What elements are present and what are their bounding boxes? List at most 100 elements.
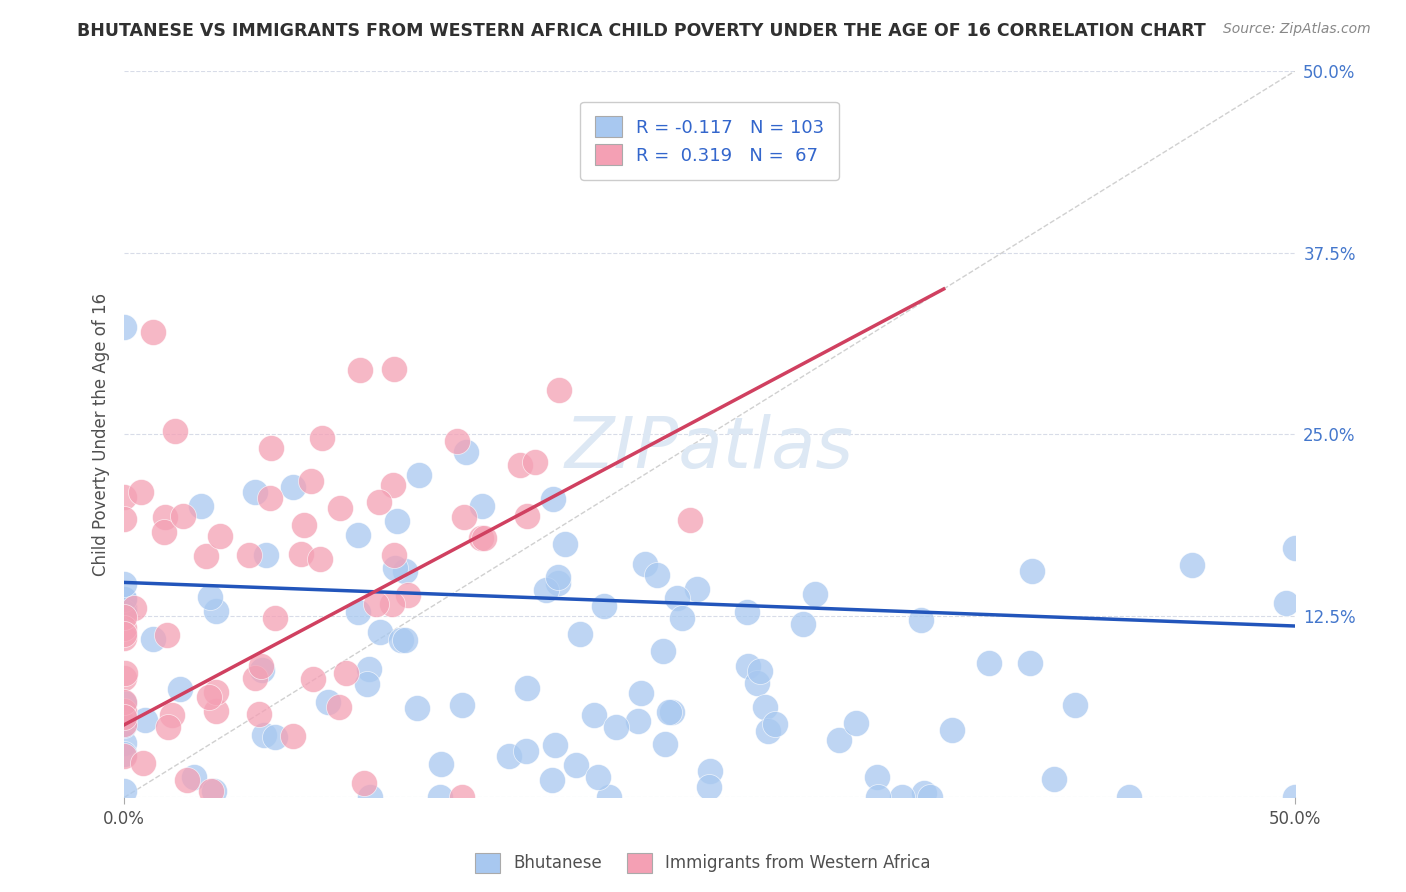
- Point: [112, 591, 135, 606]
- Point: [509, 458, 531, 472]
- Point: [679, 513, 702, 527]
- Point: [910, 613, 932, 627]
- Point: [134, 713, 156, 727]
- Point: [498, 749, 520, 764]
- Point: [408, 468, 430, 483]
- Point: [1284, 541, 1306, 556]
- Point: [176, 772, 198, 787]
- Point: [114, 666, 136, 681]
- Point: [311, 431, 333, 445]
- Point: [356, 677, 378, 691]
- Point: [112, 696, 135, 710]
- Point: [453, 510, 475, 524]
- Point: [112, 747, 135, 761]
- Point: [394, 564, 416, 578]
- Point: [866, 770, 889, 784]
- Point: [792, 617, 814, 632]
- Point: [112, 512, 135, 526]
- Point: [737, 658, 759, 673]
- Point: [586, 771, 609, 785]
- Point: [205, 604, 228, 618]
- Point: [405, 701, 427, 715]
- Point: [205, 685, 228, 699]
- Point: [1274, 596, 1296, 610]
- Point: [658, 705, 681, 719]
- Point: [516, 681, 538, 696]
- Point: [828, 733, 851, 747]
- Legend: R = -0.117   N = 103, R =  0.319   N =  67: R = -0.117 N = 103, R = 0.319 N = 67: [581, 102, 839, 179]
- Point: [654, 737, 676, 751]
- Point: [112, 695, 135, 709]
- Point: [1118, 790, 1140, 805]
- Point: [1021, 564, 1043, 578]
- Point: [243, 485, 266, 500]
- Point: [429, 790, 451, 805]
- Point: [756, 723, 779, 738]
- Point: [450, 790, 472, 805]
- Point: [156, 721, 179, 735]
- Point: [605, 720, 627, 734]
- Point: [112, 601, 135, 615]
- Point: [918, 790, 941, 805]
- Point: [160, 707, 183, 722]
- Point: [634, 558, 657, 572]
- Point: [204, 704, 226, 718]
- Point: [364, 597, 387, 611]
- Point: [471, 499, 494, 513]
- Point: [112, 716, 135, 731]
- Point: [156, 628, 179, 642]
- Point: [359, 790, 381, 805]
- Point: [112, 704, 135, 718]
- Point: [598, 790, 620, 805]
- Point: [299, 475, 322, 489]
- Point: [845, 715, 868, 730]
- Point: [281, 729, 304, 743]
- Point: [112, 717, 135, 731]
- Point: [516, 509, 538, 524]
- Point: [1284, 790, 1306, 805]
- Point: [389, 633, 412, 648]
- Point: [183, 770, 205, 784]
- Point: [309, 551, 332, 566]
- Point: [593, 599, 616, 614]
- Point: [451, 698, 474, 712]
- Point: [547, 570, 569, 584]
- Point: [243, 671, 266, 685]
- Point: [131, 485, 153, 500]
- Point: [544, 739, 567, 753]
- Point: [169, 682, 191, 697]
- Point: [253, 728, 276, 742]
- Point: [627, 714, 650, 728]
- Point: [347, 528, 370, 542]
- Point: [547, 576, 569, 591]
- Point: [737, 605, 759, 619]
- Point: [665, 591, 688, 605]
- Point: [209, 529, 232, 543]
- Point: [699, 764, 721, 779]
- Point: [524, 455, 547, 469]
- Point: [430, 757, 453, 772]
- Point: [112, 621, 135, 635]
- Point: [368, 625, 391, 640]
- Point: [515, 744, 537, 758]
- Point: [254, 548, 277, 562]
- Text: ZIPatlas: ZIPatlas: [565, 414, 853, 483]
- Point: [263, 731, 285, 745]
- Point: [912, 786, 935, 800]
- Point: [745, 676, 768, 690]
- Point: [202, 784, 225, 798]
- Point: [890, 790, 912, 805]
- Point: [250, 659, 273, 673]
- Point: [153, 510, 176, 524]
- Point: [697, 780, 720, 794]
- Point: [112, 319, 135, 334]
- Point: [547, 383, 569, 397]
- Point: [112, 592, 135, 607]
- Point: [292, 518, 315, 533]
- Point: [534, 583, 557, 598]
- Point: [264, 610, 287, 624]
- Point: [1181, 558, 1204, 573]
- Point: [112, 599, 135, 614]
- Point: [472, 532, 495, 546]
- Point: [1043, 772, 1066, 786]
